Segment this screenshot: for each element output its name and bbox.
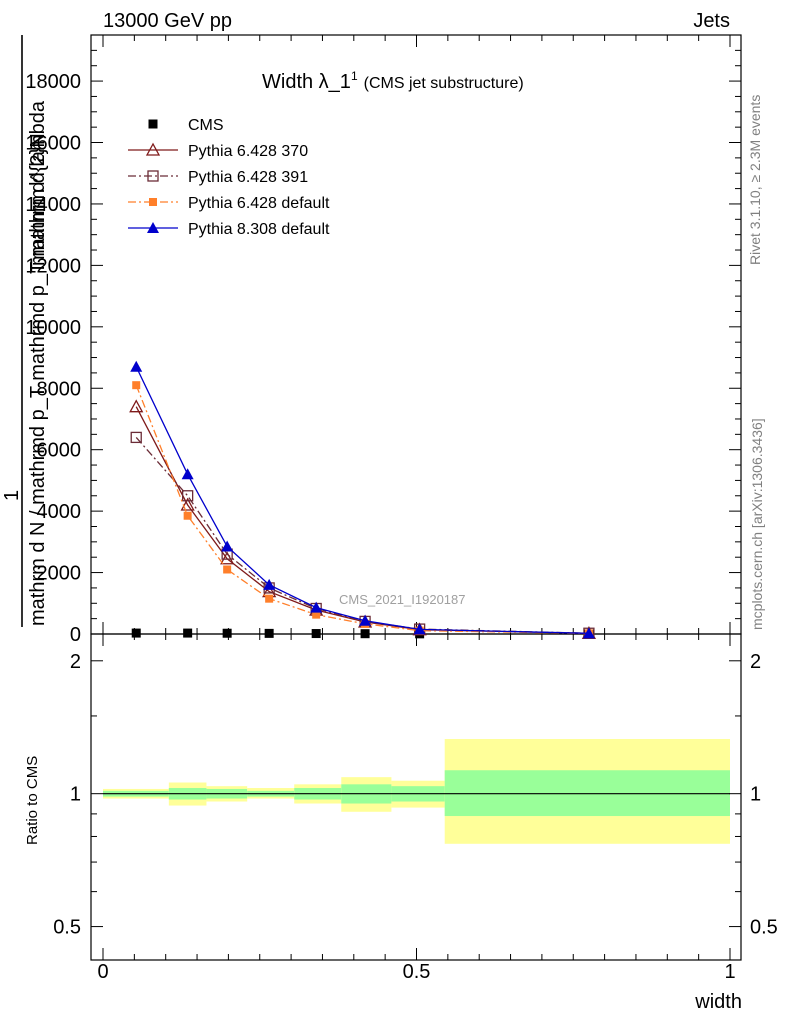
legend-marker: [148, 119, 158, 129]
legend-marker: [145, 142, 161, 156]
header-process-label: Jets: [693, 10, 730, 32]
ratio-axis-ticks: 0.5 0.5 1 1 2 2: [53, 651, 778, 939]
series-4: [130, 360, 595, 639]
y-tick-label: 16000: [25, 133, 81, 155]
legend-marker: [147, 222, 159, 233]
rivet-version-label: Rivet 3.1.10, ≥ 2.3M events: [747, 95, 763, 265]
y-axis-label-num: mathrm d^{2}N: [27, 133, 49, 266]
legend-label: Pythia 6.428 370: [188, 143, 308, 160]
data-point: [221, 540, 234, 552]
y-tick-label: 12000: [25, 255, 81, 277]
ratio-tick-label: 0.5: [53, 917, 81, 939]
x-axis-label: width: [694, 991, 742, 1013]
legend: CMS Pythia 6.428 370 Pythia 6.428 391 Pythi…: [128, 117, 330, 238]
y-tick-label: 2000: [37, 563, 82, 585]
y-tick-label: 8000: [37, 378, 82, 400]
data-point: [264, 628, 274, 638]
data-point: [310, 601, 323, 613]
data-point: [359, 614, 372, 626]
data-point: [183, 628, 193, 638]
x-tick-label: 0: [97, 961, 108, 983]
series-layer: [129, 360, 597, 640]
chart-title: Width λ_11 (CMS jet substructure): [262, 69, 524, 93]
data-point: [181, 490, 194, 502]
data-point: [130, 360, 143, 372]
series-line: [135, 384, 589, 635]
ratio-axis-label: Ratio to CMS: [24, 756, 41, 845]
data-point: [220, 551, 235, 565]
x-axis-ticks: 0 0.5 1: [97, 35, 736, 983]
ratio-tick-label: 1: [70, 784, 81, 806]
chart-title-main: Width λ_1: [262, 71, 351, 93]
ratio-tick-label-right: 2: [750, 651, 761, 673]
data-point: [582, 627, 595, 639]
y-tick-label: 6000: [37, 440, 82, 462]
legend-entry: Pythia 8.308 default: [128, 221, 330, 238]
x-tick-label: 0.5: [403, 961, 431, 983]
data-point: [180, 497, 195, 511]
y-axis-label-top: 1: [1, 490, 23, 501]
y-tick-label: 10000: [25, 317, 81, 339]
chart-title-sup: 1: [351, 69, 358, 83]
legend-marker: [149, 198, 157, 206]
ratio-bands: [103, 739, 730, 844]
legend-label: Pythia 6.428 391: [188, 169, 308, 186]
analysis-watermark: CMS_2021_I1920187: [339, 592, 466, 607]
legend-label: CMS: [188, 117, 224, 134]
y-tick-label: 4000: [37, 501, 82, 523]
x-tick-label: 1: [724, 961, 735, 983]
data-point: [223, 565, 232, 574]
legend-entry: Pythia 6.428 370: [128, 142, 308, 160]
main-axis-ticks: 0 2000 4000 6000 8000 10000 12000 14000 16000 180…: [25, 49, 741, 646]
legend-label: Pythia 6.428 default: [188, 195, 330, 212]
header-energy-label: 13000 GeV pp: [103, 10, 232, 32]
data-point: [222, 628, 232, 638]
data-point: [183, 511, 192, 520]
data-point: [263, 578, 276, 590]
legend-entry: Pythia 6.428 391: [128, 169, 308, 186]
data-point: [312, 610, 321, 619]
ratio-tick-label-right: 1: [750, 784, 761, 806]
series-line: [135, 436, 589, 634]
ratio-tick-label-right: 0.5: [750, 917, 778, 939]
y-axis-label: mathrm d N / mathrmd p_T mathrmd p_T mat…: [1, 100, 49, 626]
legend-marker: [147, 170, 159, 182]
data-point: [311, 629, 321, 639]
chart-title-sub: (CMS jet substructure): [364, 75, 524, 92]
data-point: [129, 399, 144, 413]
y-tick-label: 14000: [25, 194, 81, 216]
mcplots-credit-label: mcplots.cern.ch [arXiv:1306.3436]: [749, 418, 765, 630]
series-2: [130, 431, 595, 639]
y-tick-label: 18000: [25, 71, 81, 93]
legend-label: Pythia 8.308 default: [188, 221, 330, 238]
legend-entry: Pythia 6.428 default: [128, 195, 330, 212]
data-point: [131, 628, 141, 638]
series-line: [135, 366, 589, 634]
data-point: [413, 623, 426, 635]
legend-entry: CMS: [148, 117, 224, 134]
data-point: [181, 468, 194, 480]
data-point: [265, 594, 274, 603]
data-point: [130, 431, 142, 444]
y-tick-label: 0: [70, 624, 81, 646]
ratio-tick-label: 2: [70, 651, 81, 673]
data-point: [360, 629, 370, 639]
data-point: [132, 381, 141, 390]
y-axis-label-den: mathrm d N / mathrmd p_T mathrmd p_T mat…: [27, 100, 49, 626]
